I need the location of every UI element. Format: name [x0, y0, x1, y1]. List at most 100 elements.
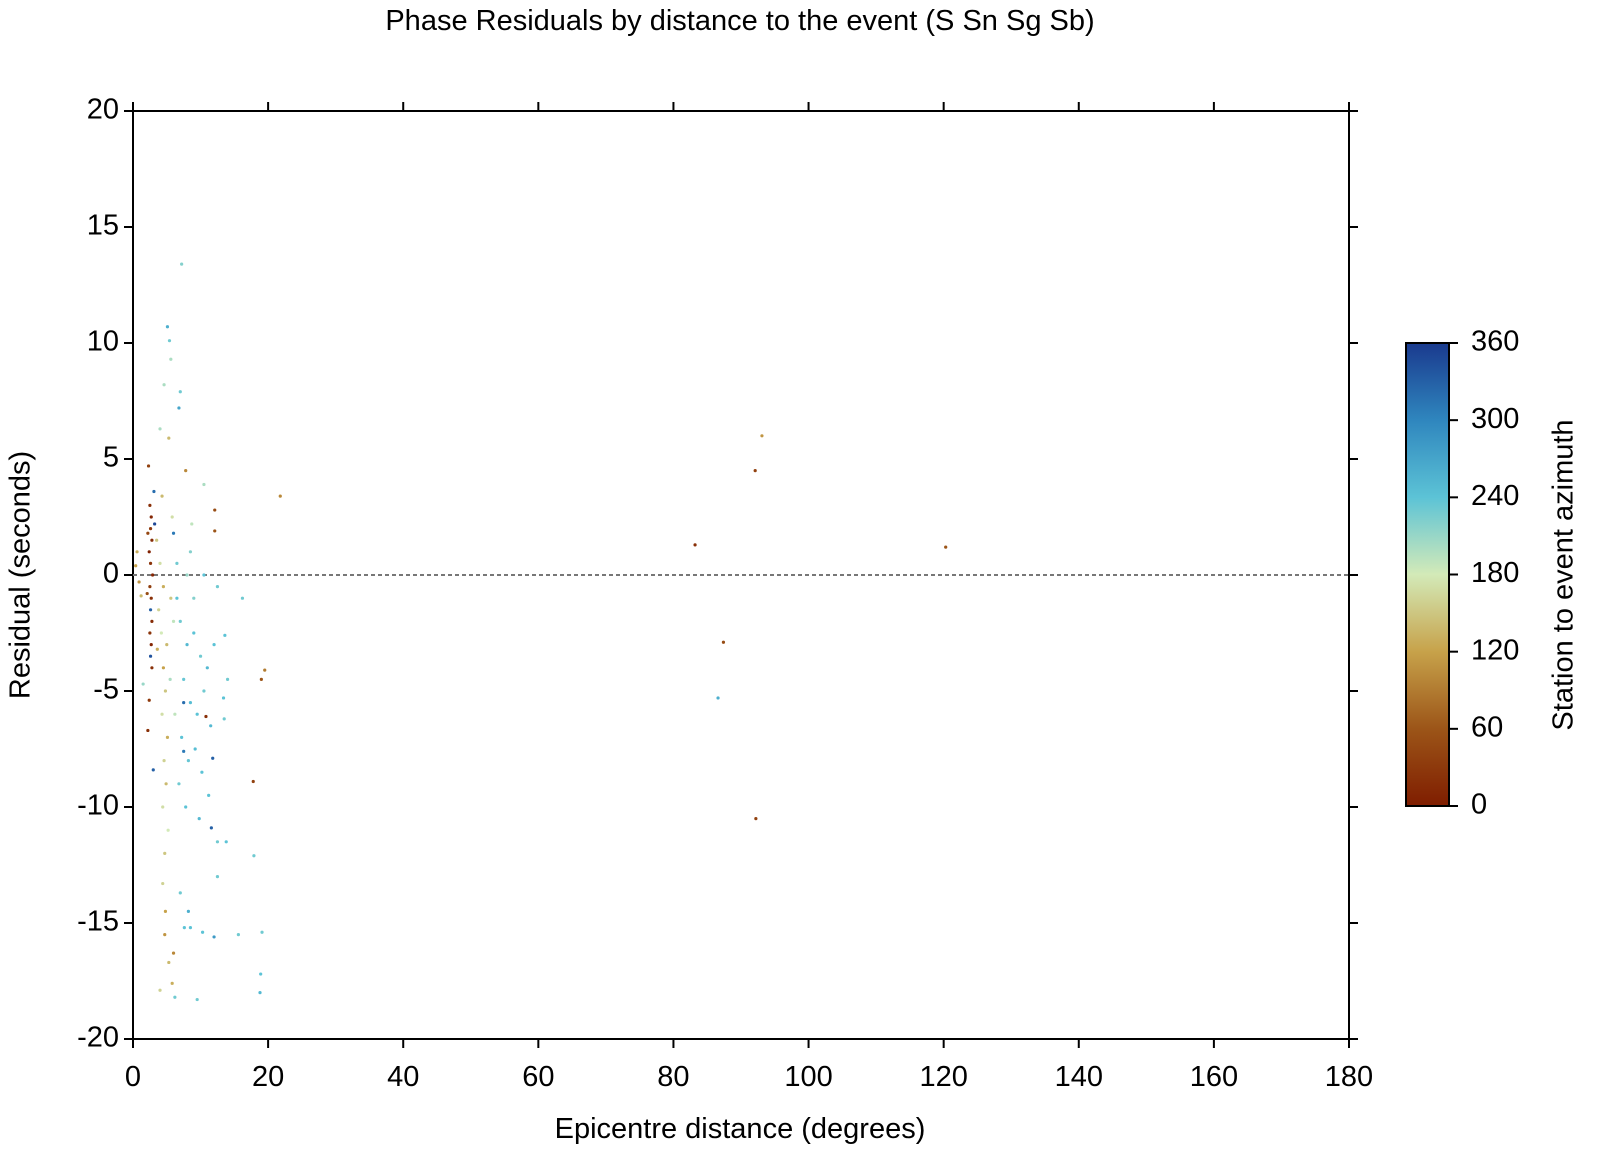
point: [225, 677, 230, 682]
point: [169, 596, 173, 600]
point: [190, 522, 194, 526]
point: [240, 596, 245, 600]
y-tick-label: 10: [87, 326, 119, 358]
point: [150, 619, 154, 624]
point: [139, 594, 143, 598]
colorbar-label: Station to event azimuth: [1548, 419, 1580, 730]
x-tick-label: 140: [1055, 1061, 1103, 1093]
point: [177, 406, 181, 410]
point: [192, 631, 196, 635]
point: [160, 494, 164, 498]
y-tick-label: 20: [87, 94, 119, 126]
point: [146, 728, 150, 733]
point: [161, 881, 165, 886]
colorbar-tick-label: 360: [1471, 326, 1519, 358]
point: [149, 596, 153, 600]
x-tick-label: 20: [252, 1061, 284, 1093]
point: [192, 596, 196, 600]
point: [157, 608, 161, 612]
point: [278, 494, 282, 498]
point: [186, 909, 190, 914]
point: [251, 779, 255, 784]
chart-title: Phase Residuals by distance to the event…: [385, 5, 1094, 37]
point: [205, 666, 209, 670]
point: [149, 643, 153, 647]
x-tick-label: 180: [1325, 1061, 1373, 1093]
point: [165, 735, 170, 740]
y-tick-label: -5: [93, 674, 119, 706]
x-tick-label: 100: [784, 1061, 832, 1093]
point: [944, 545, 948, 549]
point: [162, 759, 166, 763]
point: [182, 749, 186, 753]
point: [182, 677, 186, 682]
point: [163, 933, 167, 937]
point: [164, 782, 168, 786]
point: [147, 698, 151, 702]
point: [149, 515, 153, 519]
x-tick-label: 120: [919, 1061, 967, 1093]
point: [150, 666, 154, 670]
point: [213, 508, 217, 512]
point: [163, 909, 168, 914]
point: [150, 573, 155, 577]
point: [148, 503, 152, 507]
point: [200, 770, 204, 774]
colorbar-tick-label: 120: [1471, 634, 1519, 666]
point: [158, 988, 162, 992]
point: [236, 933, 240, 937]
point: [186, 759, 190, 763]
point: [211, 756, 215, 760]
point: [259, 972, 263, 976]
point: [141, 682, 145, 686]
point: [260, 930, 264, 934]
point: [147, 550, 151, 554]
point: [171, 619, 176, 624]
y-axis-label: Residual (seconds): [5, 451, 37, 699]
point: [178, 619, 182, 624]
colorbar: [1405, 342, 1450, 807]
point: [148, 585, 152, 589]
y-tick-label: -20: [77, 1022, 119, 1054]
x-tick-label: 60: [522, 1061, 554, 1093]
point: [148, 608, 153, 612]
point: [166, 828, 170, 832]
point: [188, 550, 193, 554]
point: [197, 817, 201, 821]
point: [150, 538, 154, 542]
point: [200, 930, 205, 934]
point: [173, 995, 177, 999]
point: [753, 469, 757, 473]
point: [161, 805, 165, 809]
point: [178, 891, 182, 895]
point: [148, 527, 153, 531]
point: [146, 531, 150, 535]
point: [215, 875, 220, 879]
point: [182, 701, 186, 705]
point: [148, 631, 152, 635]
point: [185, 573, 189, 577]
point: [175, 561, 179, 566]
point: [195, 712, 199, 716]
y-tick-label: 5: [103, 442, 119, 474]
point: [175, 596, 179, 600]
point: [170, 981, 174, 985]
point: [182, 926, 186, 930]
point: [198, 654, 203, 658]
colorbar-tick-label: 180: [1471, 557, 1519, 589]
point: [224, 840, 228, 844]
point: [760, 434, 764, 438]
point: [165, 325, 170, 329]
point: [177, 782, 181, 786]
point: [252, 854, 256, 858]
point: [168, 677, 172, 682]
point: [222, 717, 226, 721]
point: [716, 696, 720, 700]
point: [195, 997, 199, 1002]
point: [159, 631, 163, 635]
colorbar-tick-label: 300: [1471, 403, 1519, 435]
point: [223, 633, 227, 637]
point: [180, 735, 184, 740]
x-tick-label: 80: [657, 1061, 689, 1093]
